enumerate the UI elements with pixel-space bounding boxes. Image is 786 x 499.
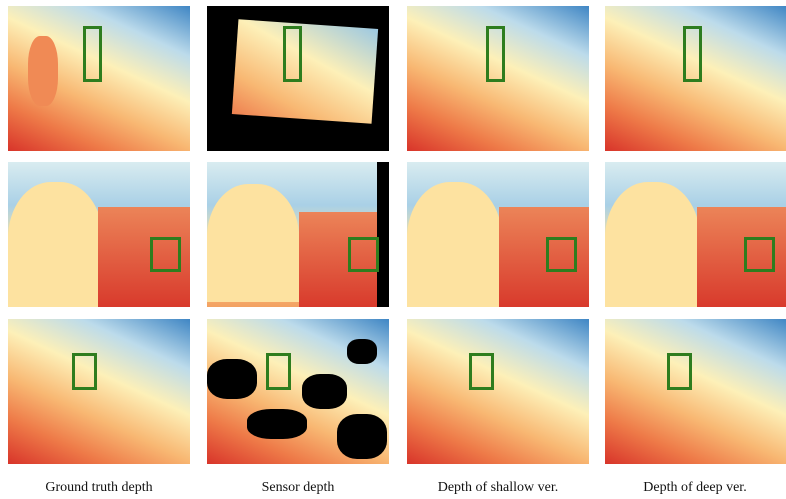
highlight-box [667, 353, 692, 390]
depth-image [8, 6, 190, 151]
depth-image [207, 6, 389, 151]
highlight-box [348, 237, 379, 272]
invalid-region [302, 374, 347, 409]
invalid-region [377, 162, 389, 307]
depth-image [407, 162, 589, 307]
depth-image [605, 319, 786, 464]
depth-image [407, 319, 589, 464]
highlight-box [469, 353, 494, 390]
invalid-region [337, 414, 387, 459]
depth-image [8, 162, 190, 307]
highlight-box [266, 353, 291, 390]
object [28, 36, 58, 106]
highlight-box [744, 237, 775, 272]
highlight-box [283, 26, 302, 82]
depth-image [207, 319, 389, 464]
caption: Depth of shallow ver. [407, 480, 589, 496]
highlight-box [72, 353, 97, 390]
caption: Sensor depth [207, 480, 389, 496]
depth-image [207, 162, 389, 307]
object [407, 182, 502, 307]
depth-image [605, 6, 786, 151]
caption: Ground truth depth [8, 480, 190, 496]
depth-image [407, 6, 589, 151]
caption: Depth of deep ver. [604, 480, 786, 496]
depth-image [605, 162, 786, 307]
figure: Ground truth depth Sensor depth Depth of… [0, 0, 786, 499]
object [8, 182, 103, 307]
highlight-box [546, 237, 577, 272]
object [605, 182, 700, 307]
object [207, 184, 299, 302]
highlight-box [150, 237, 181, 272]
highlight-box [683, 26, 702, 82]
depth-image [8, 319, 190, 464]
invalid-region [347, 339, 377, 364]
highlight-box [83, 26, 102, 82]
valid-region [232, 19, 378, 124]
invalid-region [247, 409, 307, 439]
invalid-region [207, 359, 257, 399]
highlight-box [486, 26, 505, 82]
